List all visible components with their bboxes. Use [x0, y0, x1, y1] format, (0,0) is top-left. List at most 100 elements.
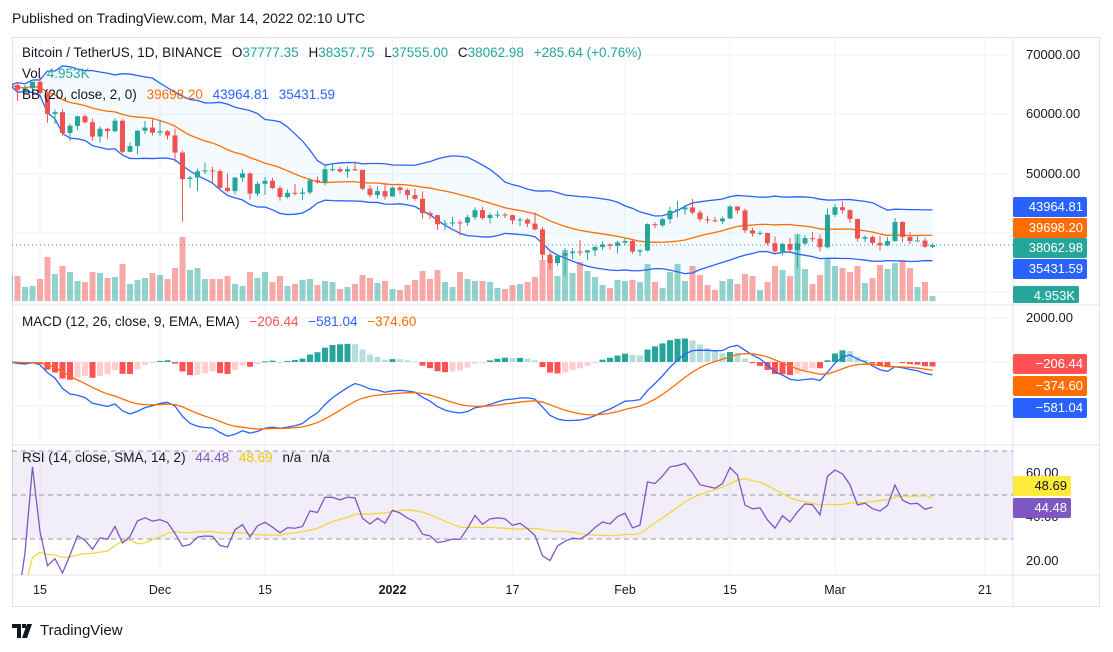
volume-label[interactable]: Vol: [22, 66, 41, 81]
macd-histogram-bar: [412, 361, 418, 363]
bb-upper-line: [12, 65, 933, 217]
volume-bar: [164, 279, 171, 301]
candle: [502, 212, 508, 219]
volume-bar: [142, 278, 148, 301]
macd-histogram-bar: [104, 362, 111, 375]
candle-body: [330, 169, 335, 171]
macd-histogram-bar: [487, 360, 493, 362]
volume-bar: [817, 275, 823, 301]
candle-body: [817, 238, 823, 248]
candle-body: [532, 223, 538, 230]
bb-label[interactable]: BB (20, close, 2, 0): [22, 87, 137, 102]
candle-body: [352, 169, 358, 171]
candle: [922, 237, 928, 248]
macd-histogram-bar: [719, 353, 726, 362]
macd-histogram-bar: [127, 362, 133, 374]
candle: [90, 118, 95, 141]
macd-histogram-bar: [457, 362, 463, 371]
candle-body: [255, 183, 260, 194]
candle-body: [847, 210, 853, 219]
volume-series: [12, 234, 936, 301]
candle-body: [22, 88, 28, 90]
rsi-label[interactable]: RSI (14, close, SMA, 14, 2): [22, 450, 186, 465]
macd-histogram-bar: [149, 362, 156, 363]
macd-histogram-bar: [427, 362, 433, 369]
volume-bar: [652, 282, 658, 301]
volume-bar: [622, 281, 628, 301]
macd-histogram-bar: [509, 358, 516, 362]
candle: [240, 169, 245, 182]
published-caption: Published on TradingView.com, Mar 14, 20…: [12, 10, 366, 26]
candle-body: [765, 232, 770, 244]
candle: [630, 240, 635, 254]
macd-histogram-bar: [794, 362, 801, 374]
volume-bar: [764, 282, 771, 301]
macd-histogram-bar: [172, 362, 178, 364]
volume-bar: [659, 288, 666, 301]
volume-bar: [802, 269, 808, 301]
candle: [495, 210, 500, 219]
volume-bar: [434, 270, 441, 301]
candle-body: [690, 207, 695, 213]
macd-histogram-bar: [247, 362, 253, 367]
macd-label[interactable]: MACD (12, 26, close, 9, EMA, EMA): [22, 314, 240, 329]
candle-body: [607, 244, 613, 246]
candle-body: [30, 81, 35, 89]
rsi-tick: 20.00: [1026, 553, 1059, 568]
candle: [322, 165, 328, 186]
time-tick: 15: [258, 583, 272, 597]
symbol-legend: Bitcoin / TetherUS, 1D, BINANCE O37777.3…: [22, 45, 648, 60]
time-tick: 17: [505, 583, 520, 597]
candle: [585, 249, 590, 261]
candle: [570, 248, 575, 260]
macd-histogram-bar: [817, 362, 823, 369]
candle-body: [652, 224, 658, 226]
candle-body: [240, 173, 245, 178]
volume-bar: [532, 277, 538, 301]
candle-body: [60, 112, 65, 133]
macd-histogram-bar: [539, 362, 546, 368]
symbol-title[interactable]: Bitcoin / TetherUS, 1D, BINANCE: [22, 45, 223, 60]
macd-histogram-bar: [502, 357, 508, 362]
macd-histogram-bar: [712, 351, 718, 362]
candle: [427, 211, 433, 220]
bb-basis-value: 39698.20: [146, 87, 203, 102]
candle: [22, 85, 28, 95]
macd-histogram-bar: [517, 357, 523, 362]
candle-body: [772, 243, 778, 252]
volume-bar: [89, 272, 96, 301]
candle-body: [570, 251, 575, 254]
chart-frame[interactable]: [12, 37, 1100, 607]
candle-body: [90, 122, 95, 137]
macd-histogram-bar: [779, 362, 786, 375]
volume-bar: [119, 264, 126, 301]
macd-signal-tag: −374.60: [1013, 376, 1087, 396]
macd-histogram-bar: [697, 344, 703, 362]
candle: [15, 82, 20, 101]
candle-body: [450, 222, 455, 224]
macd-histogram-bar: [299, 358, 306, 362]
candle: [510, 214, 515, 225]
candle: [180, 150, 185, 222]
candle: [660, 217, 665, 227]
candle-body: [412, 195, 418, 199]
candle-body: [322, 169, 328, 183]
candle-body: [480, 210, 485, 219]
candle: [720, 216, 725, 224]
volume-bar: [299, 280, 306, 301]
candle-body: [615, 242, 620, 246]
macd-histogram-bar: [187, 362, 193, 376]
macd-histogram-bar: [277, 361, 283, 363]
candle: [457, 220, 463, 236]
volume-bar: [337, 289, 343, 301]
volume-bar: [772, 266, 778, 301]
footer-brand: TradingView: [40, 622, 123, 639]
macd-histogram-bar: [554, 362, 561, 374]
bb-fill: [12, 65, 933, 274]
volume-bar: [742, 274, 748, 301]
candle: [690, 198, 695, 215]
volume-bar: [74, 281, 81, 301]
macd-histogram-bar: [809, 362, 816, 369]
candle: [915, 236, 920, 242]
